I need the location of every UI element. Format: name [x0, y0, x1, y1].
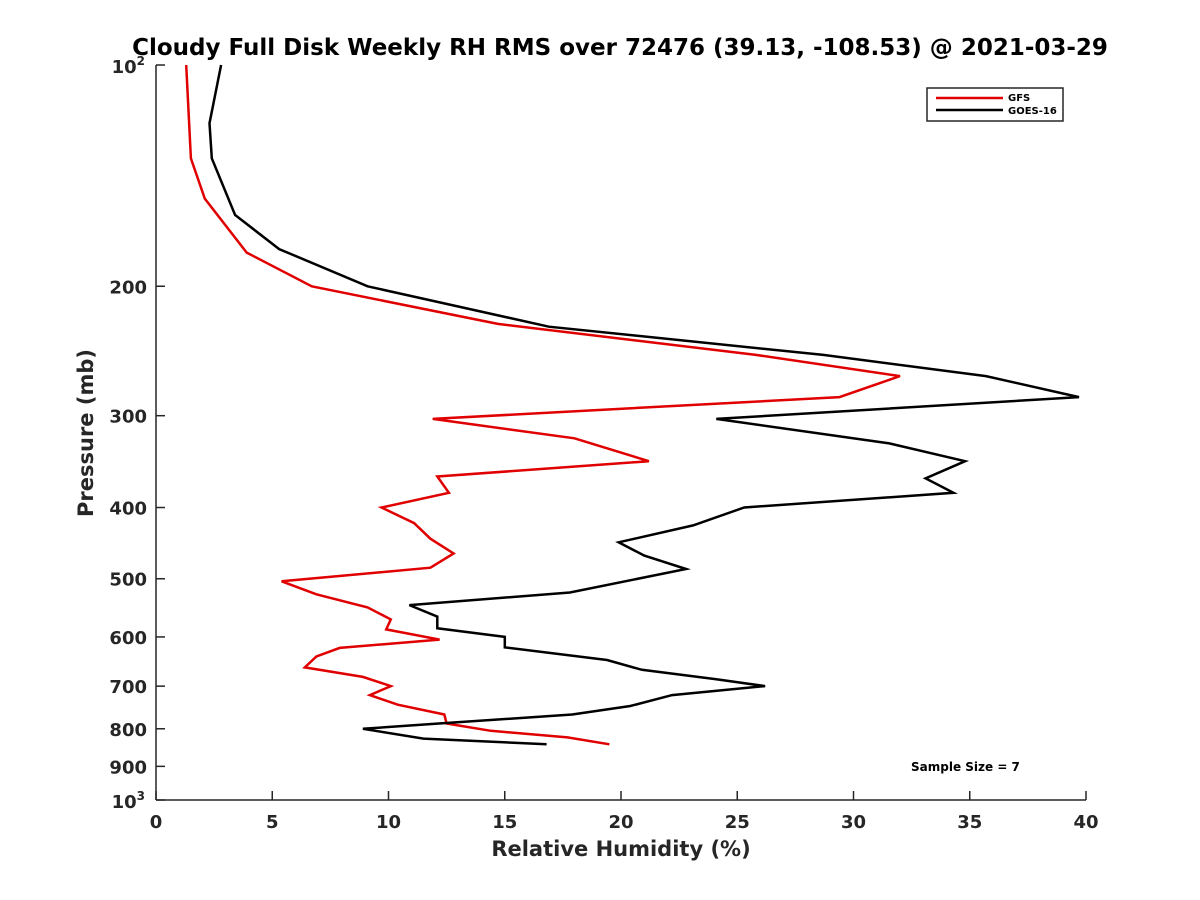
x-tick-label: 5	[266, 812, 279, 833]
sample-size-annotation: Sample Size = 7	[911, 760, 1020, 774]
legend-label-gfs: GFS	[1008, 93, 1030, 104]
y-tick-label: 400	[109, 499, 147, 520]
x-axis-label: Relative Humidity (%)	[491, 837, 750, 861]
y-tick-label: 300	[109, 407, 147, 428]
legend-box	[926, 87, 1064, 122]
y-tick-label: 700	[109, 677, 147, 698]
y-axis-label: Pressure (mb)	[74, 349, 98, 517]
y-tick-label: 500	[109, 570, 147, 591]
legend-label-goes16: GOES-16	[1008, 106, 1057, 117]
x-tick-label: 30	[841, 812, 866, 833]
y-tick-label: 102	[112, 54, 145, 78]
y-tick-label: 600	[109, 628, 147, 649]
y-tick-label: 800	[109, 720, 147, 741]
x-tick-label: 15	[492, 812, 517, 833]
series-line-gfs	[184, 64, 901, 746]
x-tick-label: 10	[376, 812, 401, 833]
x-tick-label: 0	[150, 812, 163, 833]
x-tick-label: 35	[957, 812, 982, 833]
x-tick-label: 25	[725, 812, 750, 833]
y-tick-label: 900	[109, 757, 147, 778]
x-tick-label: 40	[1073, 812, 1098, 833]
chart-title: Cloudy Full Disk Weekly RH RMS over 7247…	[132, 35, 1108, 61]
legend: GFS GOES-16	[926, 87, 1064, 122]
x-tick-label: 20	[608, 812, 633, 833]
series-line-goes-16	[208, 64, 1080, 746]
y-tick-label: 103	[112, 789, 145, 813]
y-ticks: 102 200 300 400 500 600 700 800 900 103	[109, 54, 165, 813]
x-ticks: 0 5 10 15 20 25 30 35 40	[150, 791, 1099, 833]
plot-lines	[184, 64, 1080, 746]
y-tick-label: 200	[109, 277, 147, 298]
